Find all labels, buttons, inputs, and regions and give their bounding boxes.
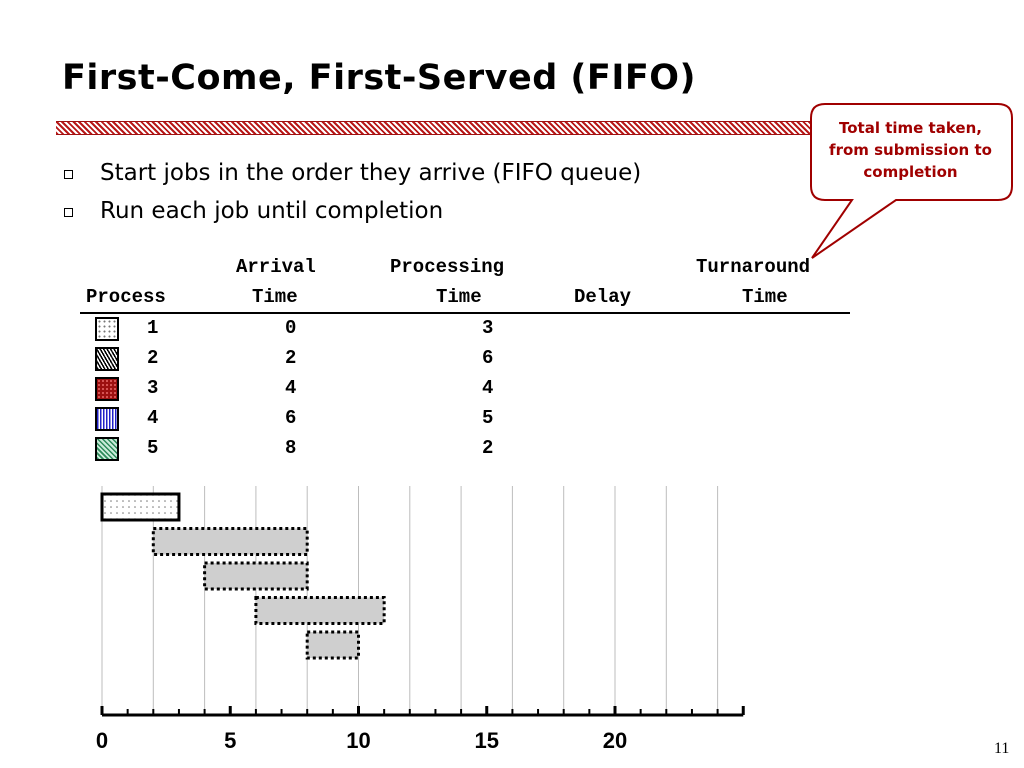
legend-swatch-process-5 (95, 437, 119, 461)
cell-processing: 3 (482, 317, 494, 339)
legend-swatch-process-2 (95, 347, 119, 371)
header-process: Process (86, 286, 166, 308)
cell-arrival: 0 (285, 317, 297, 339)
cell-processing: 6 (482, 347, 494, 369)
x-tick-label: 20 (603, 728, 627, 753)
page-number: 11 (994, 740, 1010, 757)
cell-arrival: 4 (285, 377, 297, 399)
cell-process: 2 (147, 347, 159, 369)
header-arrival-line2: Time (252, 286, 298, 308)
bullet-text: Start jobs in the order they arrive (FIF… (100, 160, 642, 186)
gantt-bar-process-4 (254, 596, 386, 625)
bullet-square-icon (64, 208, 73, 217)
cell-processing: 4 (482, 377, 494, 399)
header-arrival-line1: Arrival (236, 256, 316, 278)
cell-arrival: 8 (285, 437, 297, 459)
header-delay: Delay (574, 286, 632, 308)
cell-arrival: 2 (285, 347, 297, 369)
bullet-item: Run each job until completion (62, 194, 641, 232)
cell-process: 1 (147, 317, 159, 339)
title-underline (56, 121, 816, 135)
legend-swatch-process-3 (95, 377, 119, 401)
gantt-bar-process-1 (100, 492, 181, 522)
callout-line: from submission to (829, 141, 992, 159)
header-turnaround-line1: Turnaround (696, 256, 811, 278)
header-processing-line2: Time (436, 286, 482, 308)
header-processing-line1: Processing (390, 256, 505, 278)
x-tick-label: 5 (224, 728, 236, 753)
header-turnaround-line2: Time (742, 286, 788, 308)
cell-arrival: 6 (285, 407, 297, 429)
callout-line: completion (863, 163, 958, 181)
gantt-bar-process-5 (305, 630, 361, 660)
cell-process: 5 (147, 437, 159, 459)
callout-line: Total time taken, (839, 119, 982, 137)
cell-process: 4 (147, 407, 159, 429)
bullet-text: Run each job until completion (100, 198, 444, 224)
legend-swatch-process-4 (95, 407, 119, 431)
bullet-square-icon (64, 170, 73, 179)
cell-processing: 5 (482, 407, 494, 429)
cell-process: 3 (147, 377, 159, 399)
x-tick-label: 10 (346, 728, 370, 753)
callout-text: Total time taken, from submission to com… (813, 117, 1008, 183)
bullet-item: Start jobs in the order they arrive (FIF… (62, 156, 641, 194)
callout-bubble (810, 103, 1013, 259)
legend-swatch-process-1 (95, 317, 119, 341)
slide-title: First-Come, First-Served (FIFO) (62, 58, 697, 98)
table-header-rule (80, 312, 850, 314)
cell-processing: 2 (482, 437, 494, 459)
x-tick-label: 0 (96, 728, 108, 753)
gantt-bar-process-3 (203, 561, 309, 591)
bullet-list: Start jobs in the order they arrive (FIF… (62, 156, 641, 232)
gantt-bar-process-2 (151, 527, 309, 556)
x-tick-label: 15 (475, 728, 499, 753)
